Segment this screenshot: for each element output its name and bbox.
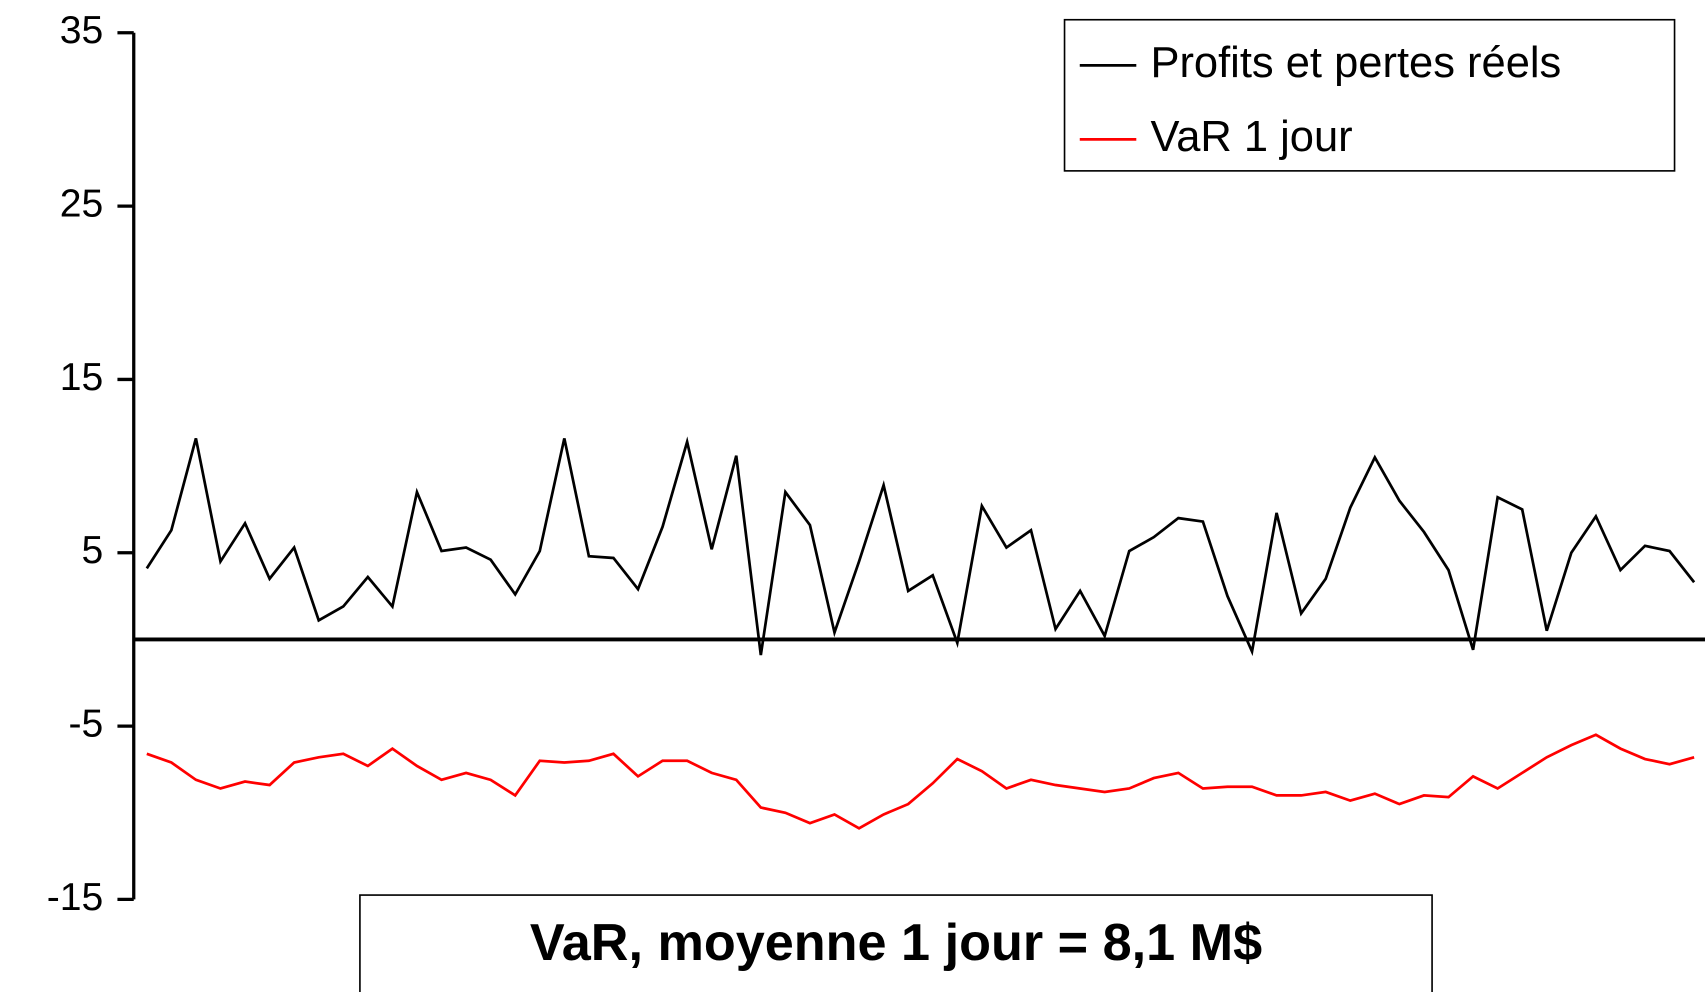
legend-label: VaR 1 jour — [1150, 113, 1352, 161]
legend-box — [1063, 18, 1676, 172]
annotation-box — [359, 894, 1433, 992]
y-tick-label: 35 — [60, 9, 104, 52]
legend-label: Profits et pertes réels — [1150, 39, 1561, 87]
y-tick-label: 5 — [82, 529, 104, 572]
y-tick-label: -15 — [47, 876, 104, 919]
series-line — [146, 733, 1695, 830]
y-tick-label: 25 — [60, 182, 104, 225]
y-tick-label: -5 — [69, 702, 104, 745]
series-line — [145, 436, 1696, 657]
annotation: VaR, moyenne 1 jour = 8,1 M$ — [530, 914, 1262, 972]
y-tick-label: 15 — [60, 356, 104, 399]
